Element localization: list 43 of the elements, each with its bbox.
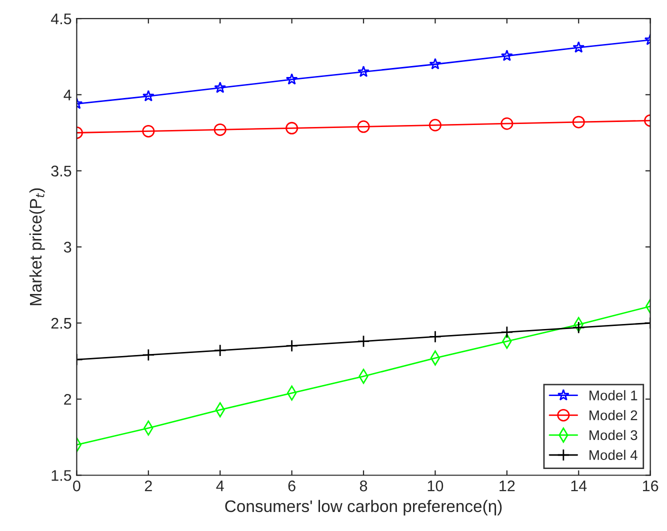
x-tick-label: 6 [288,480,296,492]
x-tick-label: 16 [642,480,658,492]
point [500,117,514,130]
point [286,340,298,352]
legend-label: Model 2 [590,410,638,420]
y-axis-title: Market price(P$_{t}$) [29,188,45,306]
x-tick-label: 0 [73,480,80,492]
point [500,50,513,62]
y-tick-label: 3 [64,242,72,253]
y-tick-label: 4.5 [50,14,72,24]
point [572,41,585,53]
y-tick-label: 2.5 [51,318,72,329]
point [142,348,155,362]
point [142,90,154,102]
y-tick-label: 2 [64,394,72,405]
point [286,122,298,134]
x-tick-label: 12 [500,480,515,492]
point [214,82,226,94]
legend-label: Model 1 [590,390,638,400]
y-tick-label: 4 [64,90,72,100]
x-tick-label: 4 [216,480,224,492]
point [572,116,585,128]
x-tick-label: 14 [571,480,587,492]
point [142,124,155,138]
point [500,326,514,338]
point [572,321,585,334]
point [428,330,442,343]
legend-label: Model 3 [590,430,638,440]
point [428,118,442,132]
point [357,120,370,133]
legend-label: Model 4 [590,450,638,460]
point [429,58,442,70]
y-tick-label: 3.5 [51,166,72,176]
point [357,335,370,348]
y-tick-label: 1.5 [52,470,72,481]
point [214,344,226,357]
x-tick-label: 2 [144,480,152,492]
x-axis-title: Consumers' low carbon preference(η) [225,500,502,516]
point [286,73,298,85]
point [214,123,226,136]
x-tick-label: 8 [360,480,368,492]
x-tick-label: 10 [428,480,444,492]
point [358,66,370,78]
